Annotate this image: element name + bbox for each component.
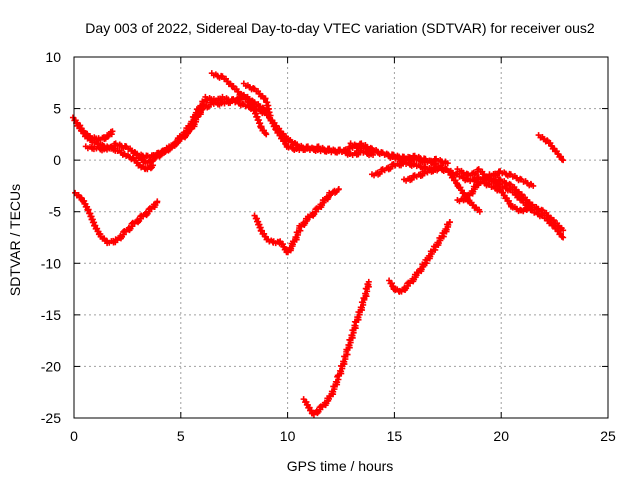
axis-ticks: 0 5 10 15 20 25 10 5 0 -5 -10 -15 -20 -25: [41, 49, 616, 444]
data-point: [365, 278, 372, 285]
data-point: [84, 207, 91, 214]
data-point: [154, 198, 161, 205]
x-tick-label: 15: [387, 428, 403, 444]
y-tick-label: -10: [41, 255, 61, 271]
data-point: [88, 216, 95, 223]
data-point: [476, 208, 483, 215]
chart-title: Day 003 of 2022, Sidereal Day-to-day VTE…: [85, 20, 595, 36]
series-track-6: [240, 80, 451, 167]
data-point: [79, 127, 86, 134]
y-tick-label: 0: [53, 152, 61, 168]
data-point: [444, 160, 451, 167]
data-markers: [69, 70, 567, 418]
y-tick-label: 10: [45, 49, 61, 65]
data-point: [386, 277, 393, 284]
data-point: [446, 219, 453, 226]
y-tick-label: -20: [41, 358, 61, 374]
x-tick-label: 25: [600, 428, 616, 444]
data-point: [251, 212, 258, 219]
series-track-3: [82, 91, 270, 161]
grid-lines: [74, 57, 608, 418]
x-tick-label: 5: [177, 428, 185, 444]
series-track-10: [454, 166, 567, 241]
data-point: [253, 113, 260, 120]
x-axis-label: GPS time / hours: [287, 458, 394, 474]
data-point: [530, 182, 537, 189]
data-point: [255, 221, 262, 228]
plot-frame: [73, 56, 609, 419]
data-point: [109, 128, 116, 135]
data-point: [560, 234, 567, 241]
y-tick-label: 5: [53, 101, 61, 117]
series-track-17: [386, 219, 453, 295]
x-tick-label: 0: [70, 428, 78, 444]
y-tick-label: -15: [41, 307, 61, 323]
data-point: [252, 110, 259, 117]
data-point: [370, 151, 377, 158]
x-tick-label: 10: [280, 428, 296, 444]
series-track-14: [72, 189, 161, 247]
data-point: [262, 95, 269, 102]
data-point: [525, 203, 532, 210]
series-track-12: [486, 168, 537, 189]
data-point: [263, 131, 270, 138]
y-axis-label: SDTVAR / TECUs: [7, 184, 23, 296]
data-point: [300, 396, 307, 403]
data-point: [560, 227, 567, 234]
data-point: [305, 404, 312, 411]
series-track-13: [535, 132, 567, 164]
x-tick-label: 20: [493, 428, 509, 444]
data-point: [335, 186, 342, 193]
data-point: [255, 120, 262, 127]
series-track-16: [300, 278, 372, 418]
data-point: [560, 157, 567, 164]
series-track-8: [368, 158, 441, 179]
y-tick-label: -25: [41, 410, 61, 426]
series-track-7: [347, 140, 483, 215]
series-track-2: [74, 119, 116, 144]
data-point: [264, 105, 271, 112]
series-track-11: [454, 176, 532, 215]
series-track-15: [251, 186, 342, 256]
y-tick-label: -5: [49, 204, 62, 220]
